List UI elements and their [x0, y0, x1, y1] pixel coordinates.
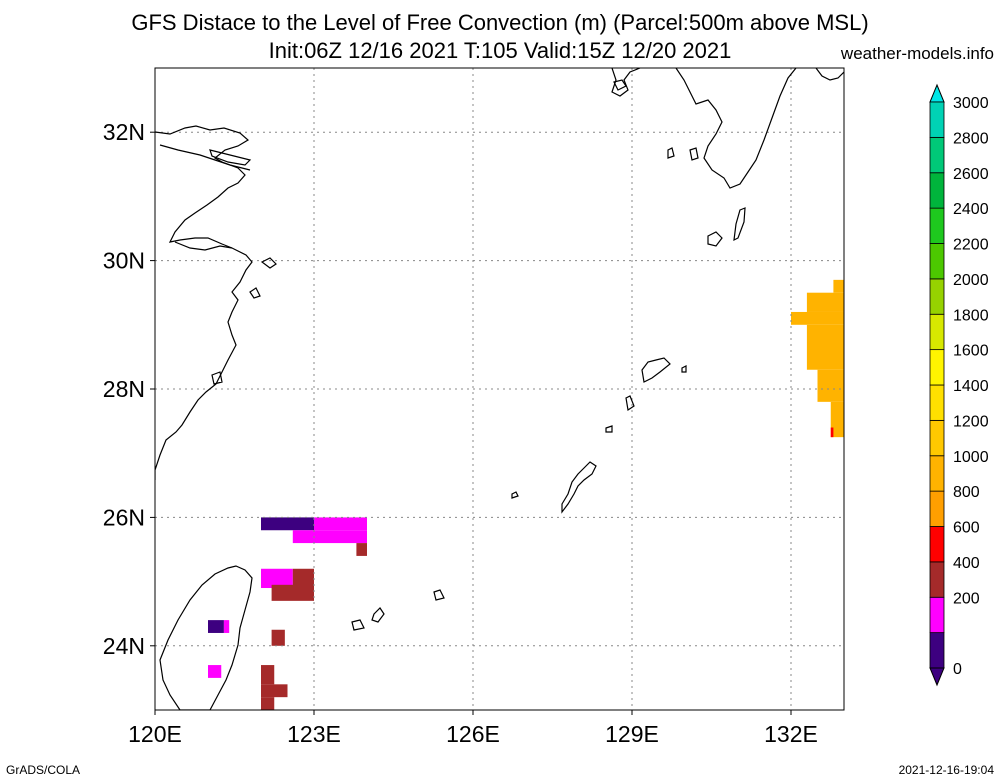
tick-label-lat-30: 30N [103, 248, 145, 274]
colorbar-segment-4 [929, 490, 945, 527]
yangtze-river-line [159, 144, 251, 171]
field-cell-3 [356, 543, 367, 556]
tick-label-lat-32: 32N [103, 119, 145, 145]
colorbar-segment-13 [929, 172, 945, 209]
china-coastline [155, 125, 253, 480]
site-credit: weather-models.info [840, 44, 994, 63]
colorbar-label-600: 600 [953, 520, 980, 537]
field-cell-1 [314, 517, 367, 531]
colorbar-segment-5 [929, 455, 945, 492]
shikoku-edge [815, 68, 844, 81]
field-cell-18 [817, 369, 844, 402]
field-cell-19 [830, 401, 844, 438]
zhoushan-island-2 [249, 287, 261, 299]
field-cell-7 [208, 620, 224, 633]
colorbar-segment-11 [929, 243, 945, 280]
map-title: GFS Distace to the Level of Free Convect… [131, 10, 869, 35]
tick-label-lon-126: 126E [446, 721, 500, 747]
okinawa-island [561, 461, 597, 514]
field-cell-2 [292, 530, 367, 544]
jeju-island [613, 79, 627, 91]
colorbar-segment-6 [929, 419, 945, 457]
colorbar-label-1800: 1800 [953, 307, 989, 324]
okinoerabu [605, 425, 613, 433]
chongming-island [209, 149, 252, 166]
colorbar-segment-8 [929, 349, 945, 386]
field-cell-20 [830, 427, 834, 438]
iriomote-island [351, 619, 365, 631]
colorbar-over-arrow [929, 83, 945, 103]
colorbar-segment-12 [929, 207, 945, 244]
taiwan-coastline [159, 565, 253, 710]
field-cell-17 [806, 324, 844, 370]
colorbar-label-1600: 1600 [953, 343, 989, 360]
tick-label-lat-26: 26N [103, 504, 145, 530]
colorbar-segment-3 [929, 526, 945, 563]
colorbar-segment-7 [929, 384, 945, 421]
colorbar-segment-15 [929, 101, 945, 138]
tick-label-lat-28: 28N [103, 376, 145, 402]
amami-oshima [641, 357, 671, 383]
field-cell-10 [208, 665, 222, 678]
hangzhou-bay [174, 241, 233, 251]
tanegashima [733, 207, 746, 242]
colorbar-segment-14 [929, 136, 945, 174]
field-cell-15 [806, 292, 844, 312]
map-subtitle: Init:06Z 12/16 2021 T:105 Valid:15Z 12/2… [268, 38, 732, 63]
colorbar-label-3000: 3000 [953, 95, 989, 112]
colorbar-segment-9 [929, 313, 945, 351]
tokunoshima [625, 395, 635, 412]
field-cell-14 [833, 279, 844, 293]
field-cell-8 [223, 620, 230, 633]
tick-label-lon-123: 123E [287, 721, 341, 747]
colorbar-segment-10 [929, 278, 945, 315]
small-island [681, 365, 687, 373]
footer-timestamp: 2021-12-16-19:04 [898, 763, 994, 777]
colorbar-label-200: 200 [953, 590, 980, 607]
colorbar-label-0: 0 [953, 661, 962, 678]
colorbar-label-800: 800 [953, 484, 980, 501]
colorbar-label-1400: 1400 [953, 378, 989, 395]
field-cell-0 [261, 517, 314, 531]
field-cell-13 [261, 697, 275, 710]
tick-label-lon-120: 120E [128, 721, 182, 747]
field-cell-9 [271, 629, 285, 646]
yakushima [707, 231, 723, 247]
colorbar-under-arrow [929, 667, 945, 687]
kerama-islands [511, 491, 519, 499]
colorbar-label-2200: 2200 [953, 237, 989, 254]
tick-label-lat-24: 24N [103, 633, 145, 659]
colorbar: 0 200 400 600 800 1000 1200 1400 1600 1800 2000 220… [929, 83, 989, 687]
koshiki-island [667, 147, 675, 159]
colorbar-label-2400: 2400 [953, 201, 989, 218]
field-cell-16 [791, 311, 844, 325]
zhoushan-island [260, 257, 277, 269]
field-cell-11 [261, 665, 275, 685]
axis-layer: 120E 123E 126E 129E 132E 24N 26N 28N 30N 32N [103, 119, 818, 747]
colorbar-label-2800: 2800 [953, 130, 989, 147]
colorbar-label-1200: 1200 [953, 413, 989, 430]
colorbar-label-2600: 2600 [953, 166, 989, 183]
field-layer [208, 279, 844, 710]
colorbar-segment-1 [929, 596, 945, 634]
colorbar-label-1000: 1000 [953, 449, 989, 466]
field-cell-4 [261, 568, 293, 589]
colorbar-segment-2 [929, 561, 945, 598]
field-cell-12 [261, 684, 288, 698]
coastal-island [211, 371, 223, 385]
miyako-island [433, 589, 445, 601]
tick-label-lon-129: 129E [605, 721, 659, 747]
field-cell-6 [271, 584, 314, 601]
colorbar-label-2000: 2000 [953, 272, 989, 289]
footer-credit: GrADS/COLA [6, 763, 81, 777]
kyushu-west-islands [689, 147, 699, 161]
colorbar-label-400: 400 [953, 555, 980, 572]
colorbar-segment-0 [929, 632, 945, 669]
coastline-layer [155, 68, 844, 710]
ishigaki-island [371, 607, 385, 623]
tick-label-lon-132: 132E [764, 721, 818, 747]
kyushu-coastline [675, 68, 797, 189]
